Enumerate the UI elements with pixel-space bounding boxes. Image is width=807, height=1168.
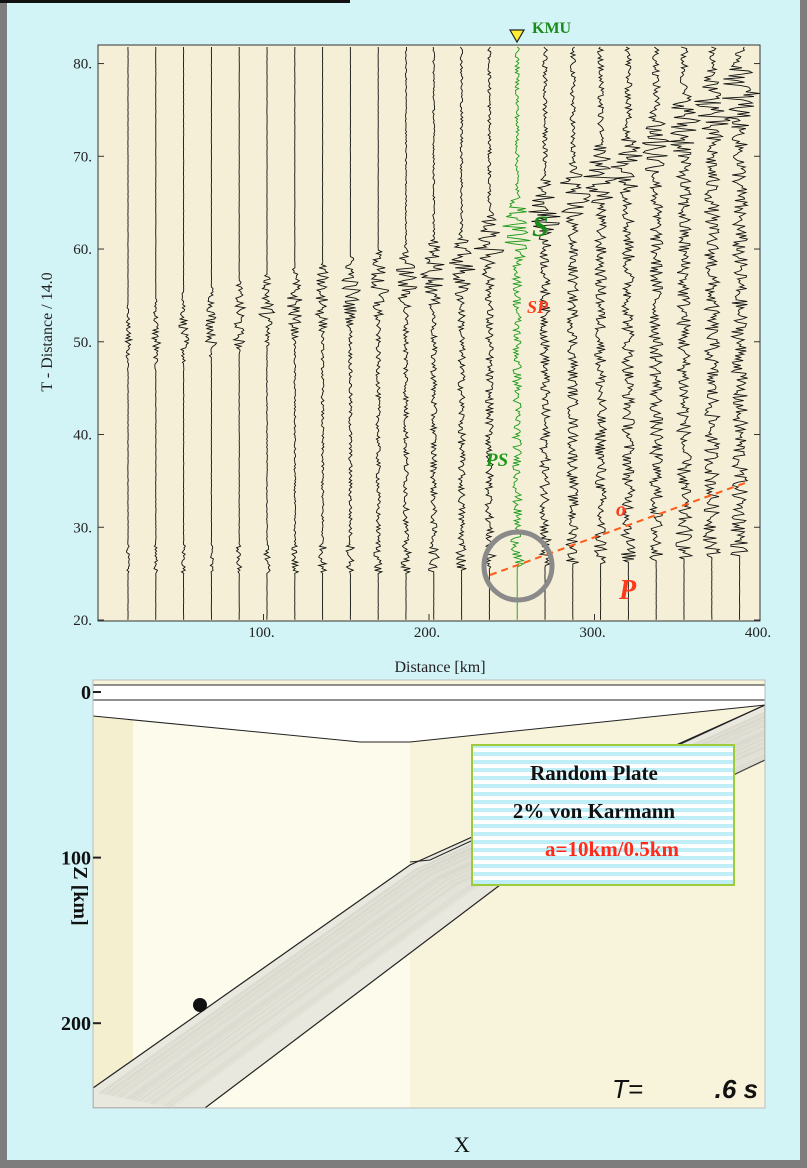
crust-layer bbox=[93, 700, 765, 742]
y-tick-label: 30. bbox=[73, 520, 92, 536]
top-rule bbox=[0, 0, 350, 3]
model-frame bbox=[92, 679, 766, 1109]
trace bbox=[449, 46, 476, 620]
y-tick-label: 50. bbox=[73, 335, 92, 351]
traces bbox=[124, 46, 760, 620]
trace bbox=[722, 46, 760, 620]
time-value: .6 s bbox=[715, 1074, 758, 1104]
trace bbox=[178, 46, 190, 620]
dashed-line bbox=[489, 482, 746, 576]
x-tick-label: 100. bbox=[248, 625, 274, 641]
annotation: P bbox=[618, 575, 637, 606]
trace bbox=[124, 46, 134, 620]
trace bbox=[610, 46, 643, 620]
trace bbox=[560, 46, 591, 620]
trace bbox=[150, 46, 162, 620]
legend-text: a=10km/0.5km bbox=[545, 837, 679, 861]
trace bbox=[314, 46, 330, 620]
x-tick-label: 200. bbox=[414, 625, 440, 641]
x-tick-label: 400. bbox=[745, 625, 771, 641]
y-tick-label: 20. bbox=[73, 613, 92, 629]
trace bbox=[287, 47, 303, 620]
trace bbox=[370, 46, 390, 620]
trace bbox=[669, 46, 702, 620]
y-tick-label: 100 bbox=[61, 848, 91, 870]
trace bbox=[583, 46, 619, 620]
source bbox=[193, 998, 207, 1012]
annotation: o bbox=[616, 499, 626, 521]
y-axis-label: Z [km] bbox=[69, 866, 91, 925]
y-tick-label: 200 bbox=[61, 1013, 91, 1035]
trace bbox=[473, 46, 505, 620]
trace bbox=[502, 46, 531, 620]
y-tick-label: 0 bbox=[81, 682, 91, 704]
station-marker bbox=[508, 29, 526, 44]
x-axis-label: X bbox=[454, 1132, 470, 1157]
trace bbox=[642, 46, 670, 620]
model-band bbox=[93, 700, 133, 1108]
trace bbox=[204, 47, 218, 620]
trace bbox=[396, 46, 418, 620]
annotation: S bbox=[532, 210, 549, 243]
legend-text: 2% von Karmann bbox=[513, 799, 676, 823]
legend-box bbox=[471, 744, 735, 886]
annotation: PS bbox=[485, 450, 508, 471]
trace bbox=[419, 46, 445, 620]
trace bbox=[528, 46, 561, 620]
highlight-circle bbox=[481, 529, 555, 603]
trace bbox=[341, 46, 362, 620]
time-label: T= bbox=[612, 1074, 643, 1104]
trace bbox=[257, 46, 276, 620]
legend-text: Random Plate bbox=[530, 761, 658, 785]
station-label: KMU bbox=[532, 20, 572, 37]
annotation: SP bbox=[527, 297, 549, 317]
y-tick-label: 60. bbox=[73, 242, 92, 258]
trace bbox=[694, 46, 732, 620]
plot-area bbox=[97, 44, 761, 622]
layer-line bbox=[93, 704, 765, 743]
y-tick-label: 40. bbox=[73, 428, 92, 444]
trace bbox=[232, 46, 247, 620]
x-tick-label: 300. bbox=[579, 625, 605, 641]
y-axis-label: T - Distance / 14.0 bbox=[39, 272, 56, 391]
y-tick-label: 80. bbox=[73, 57, 92, 73]
x-axis-label: Distance [km] bbox=[394, 659, 485, 676]
y-tick-label: 70. bbox=[73, 149, 92, 165]
surface-layer bbox=[93, 685, 765, 700]
